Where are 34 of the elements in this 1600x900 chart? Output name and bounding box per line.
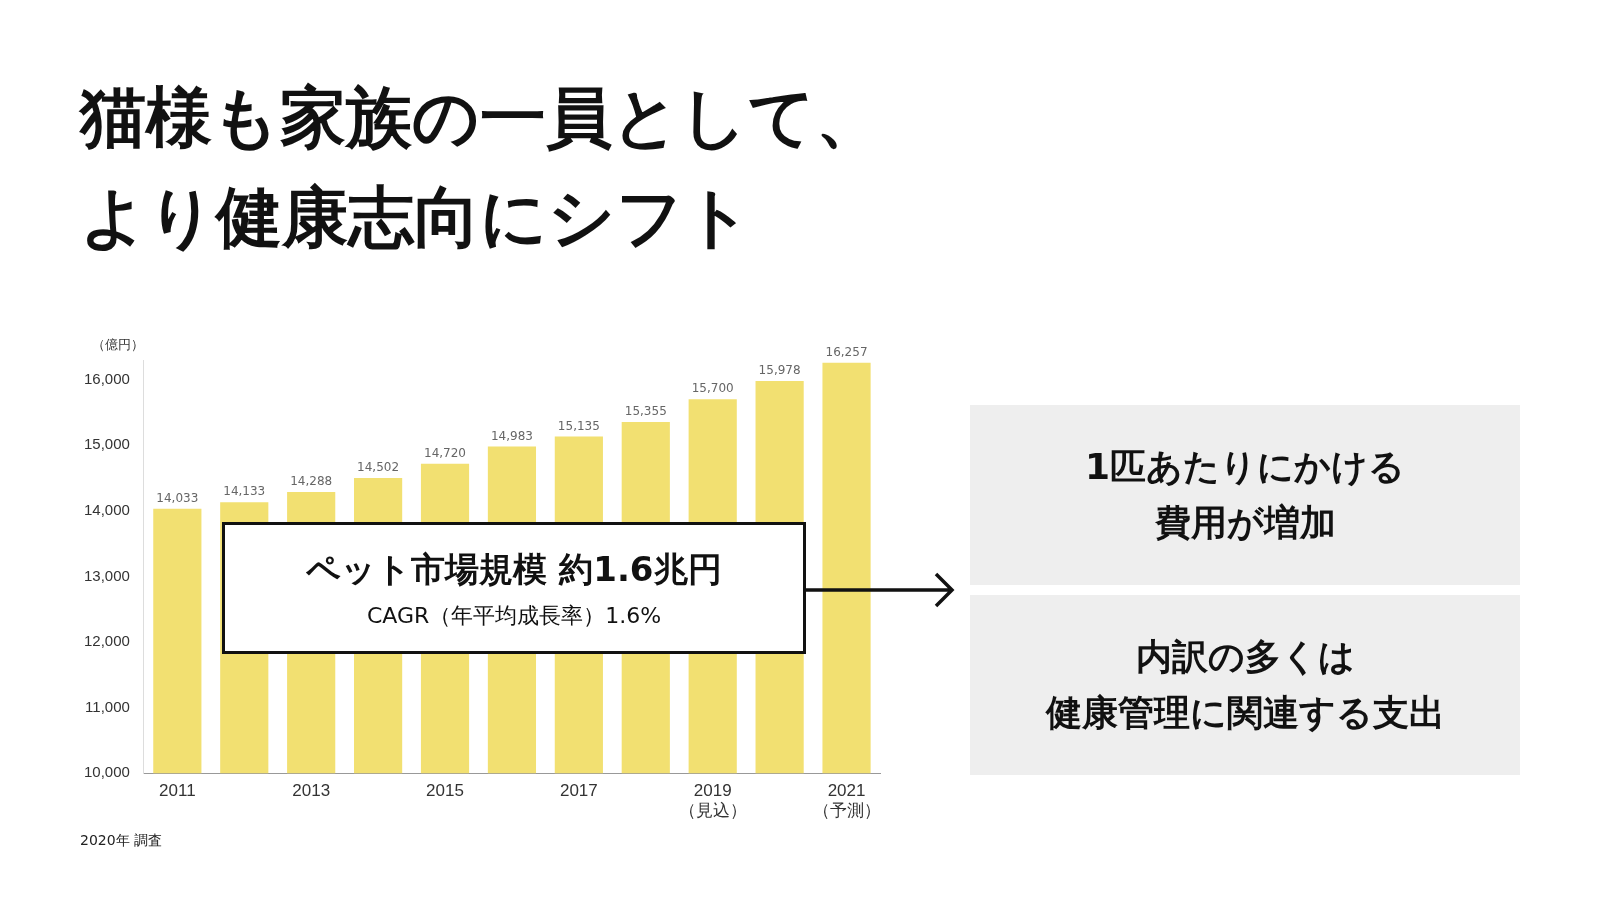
data-label: 15,355	[624, 404, 667, 419]
text: 内訳の多くは	[1135, 635, 1355, 679]
text: 1匹あたりにかける	[1084, 445, 1406, 489]
text: 2020年 調査	[80, 832, 163, 850]
x-tick-label: 2015	[426, 781, 464, 801]
data-label: 15,700	[691, 381, 734, 396]
chart-title: 猫様も家族の一員として、より健康志向にシフト	[80, 78, 883, 258]
data-label: 15,135	[557, 418, 600, 433]
annotation: ペット市場規模 約1.6兆円	[305, 548, 723, 591]
y-tick-label: 10,000	[83, 763, 130, 781]
x-tick-label: 2017	[559, 781, 598, 801]
x-tick-label: 2019 （見込）	[678, 781, 747, 821]
data-label: 16,257	[825, 344, 868, 359]
y-axis-title: （億円）	[92, 336, 144, 354]
callout-box: ペット市場規模 約1.6兆円 CAGR（年平均成長率）1.6%	[222, 522, 806, 654]
y-tick-label: 11,000	[85, 697, 130, 715]
data-label: 14,502	[357, 460, 400, 475]
data-label: 14,033	[156, 490, 199, 505]
data-label: 14,983	[490, 428, 533, 443]
y-tick-label: 13,000	[83, 566, 130, 584]
annotation: CAGR（年平均成長率）1.6%	[365, 602, 663, 630]
data-label: 15,978	[758, 363, 801, 378]
y-tick-label: 15,000	[83, 435, 130, 453]
x-tick-label: 2011	[159, 781, 196, 801]
x-tick-label: 2021 （予測）	[812, 781, 881, 821]
y-tick-label: 16,000	[83, 369, 130, 387]
x-tick-label: 2013	[292, 781, 331, 801]
text: 健康管理に関連する支出	[1045, 691, 1445, 735]
text: 費用が増加	[1154, 501, 1336, 545]
y-tick-label: 12,000	[83, 632, 130, 650]
data-label: 14,720	[424, 445, 467, 460]
data-label: 14,133	[223, 484, 266, 499]
y-tick-label: 14,000	[83, 500, 130, 518]
data-label: 14,288	[290, 474, 333, 489]
